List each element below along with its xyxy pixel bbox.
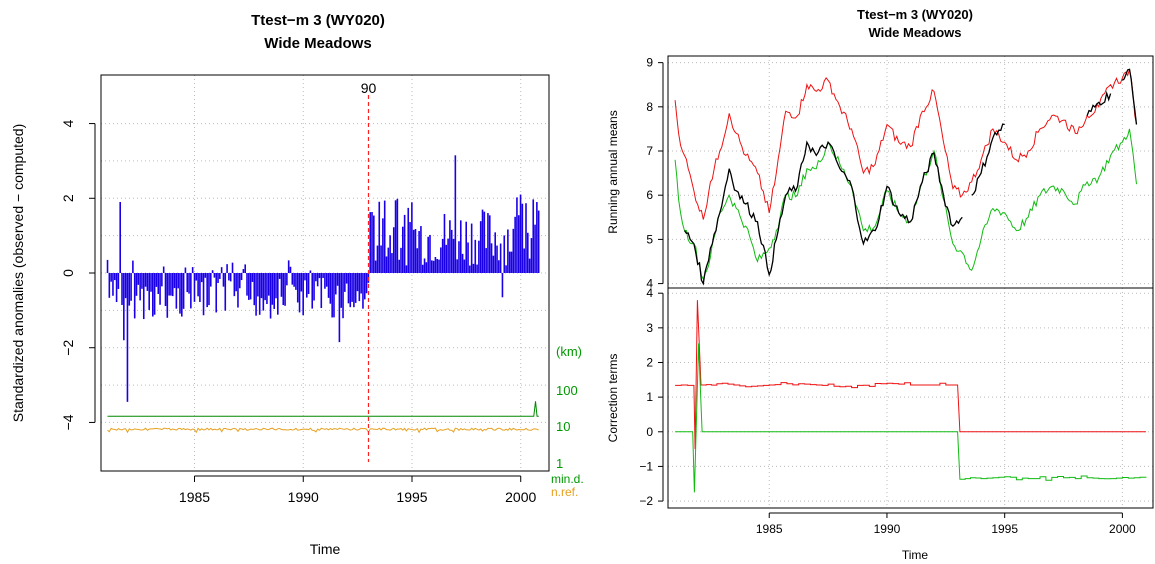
bottom-y-axis-label: Correction terms	[606, 354, 620, 443]
bottom-y-tick-label: 0	[646, 425, 653, 439]
left-y-axis: −4 −2 0 2 4	[60, 119, 96, 430]
right-axis-tick-10: 10	[556, 419, 570, 434]
correction-terms-series	[675, 300, 1147, 493]
right-axis-unit: (km)	[556, 344, 582, 359]
bottom-y-tick-label: 4	[646, 286, 653, 300]
running-mean-red-line	[674, 69, 1137, 220]
running-mean-black-line	[1086, 90, 1112, 116]
bottom-y-tick-label: −1	[639, 459, 653, 473]
min-distance-label: min.d.	[551, 472, 584, 486]
left-x-tick-label: 1985	[179, 489, 210, 505]
bottom-y-tick-label: 2	[646, 355, 653, 369]
running-mean-black-line	[1122, 68, 1138, 125]
top-y-tick-label: 7	[646, 144, 653, 158]
running-mean-green-line	[674, 128, 1137, 281]
top-y-tick-label: 5	[646, 232, 653, 246]
left-x-axis-label: Time	[310, 541, 341, 557]
left-plot-frame	[100, 74, 550, 472]
top-y-axis-label: Running annual means	[606, 110, 620, 233]
bottom-y-tick-label: 3	[646, 321, 653, 335]
right-title-line1: Ttest−m 3 (WY020)	[857, 7, 973, 22]
left-y-axis-label: Standardized anomalies (observed − compu…	[10, 124, 26, 422]
right-axis-tick-1: 1	[556, 456, 563, 471]
nref-line	[107, 427, 539, 434]
left-x-tick-label: 1990	[288, 489, 319, 505]
bottom-x-tick-label: 2000	[1109, 522, 1136, 536]
top-grid	[668, 56, 1153, 288]
left-title-line2: Wide Meadows	[264, 35, 371, 52]
left-x-axis: 1985 1990 1995 2000	[179, 475, 537, 505]
top-y-tick-label: 8	[646, 100, 653, 114]
correction-green-line	[675, 343, 1147, 493]
breakpoint-label: 90	[361, 80, 377, 96]
left-y-tick-label: 4	[60, 119, 76, 127]
left-x-tick-label: 1995	[396, 489, 427, 505]
left-x-tick-label: 2000	[505, 489, 536, 505]
nref-label: n.ref.	[551, 485, 578, 499]
running-mean-black-line	[971, 123, 1005, 196]
bottom-grid	[668, 288, 1153, 508]
left-y-tick-label: −2	[60, 340, 76, 356]
bottom-x-tick-label: 1995	[991, 522, 1018, 536]
correction-red-line	[675, 300, 1146, 450]
running-means-series	[674, 68, 1138, 286]
anomaly-bars	[106, 155, 540, 402]
left-anomaly-chart: Ttest−m 3 (WY020) Wide Meadows 90 1985 19…	[10, 12, 584, 557]
bottom-y-tick-label: −2	[639, 494, 653, 508]
left-y-tick-label: 2	[60, 194, 76, 202]
bottom-x-axis: 1985 1990 1995 2000	[756, 512, 1136, 536]
bottom-x-tick-label: 1990	[874, 522, 901, 536]
running-mean-black-line	[683, 140, 963, 286]
left-title-line1: Ttest−m 3 (WY020)	[251, 12, 385, 29]
bottom-y-tick-label: 1	[646, 390, 653, 404]
top-plot-frame	[667, 55, 1154, 289]
right-x-axis-label: Time	[902, 548, 929, 562]
bottom-x-tick-label: 1985	[756, 522, 783, 536]
min-distance-line	[107, 401, 539, 417]
right-title-line2: Wide Meadows	[868, 25, 961, 40]
top-y-tick-label: 4	[646, 277, 653, 291]
top-y-tick-label: 9	[646, 56, 653, 70]
top-y-tick-label: 6	[646, 188, 653, 202]
left-y-tick-label: −4	[60, 414, 76, 430]
left-y-tick-label: 0	[60, 269, 76, 277]
top-y-axis: 4 5 6 7 8 9	[646, 56, 664, 291]
bottom-plot-frame	[667, 287, 1154, 509]
bottom-y-axis: −2 −1 0 1 2 3 4	[639, 286, 664, 508]
right-means-corrections-chart: Ttest−m 3 (WY020) Wide Meadows 4 5 6 7 8 9 Ru…	[606, 7, 1154, 562]
right-axis-tick-100: 100	[556, 383, 578, 398]
